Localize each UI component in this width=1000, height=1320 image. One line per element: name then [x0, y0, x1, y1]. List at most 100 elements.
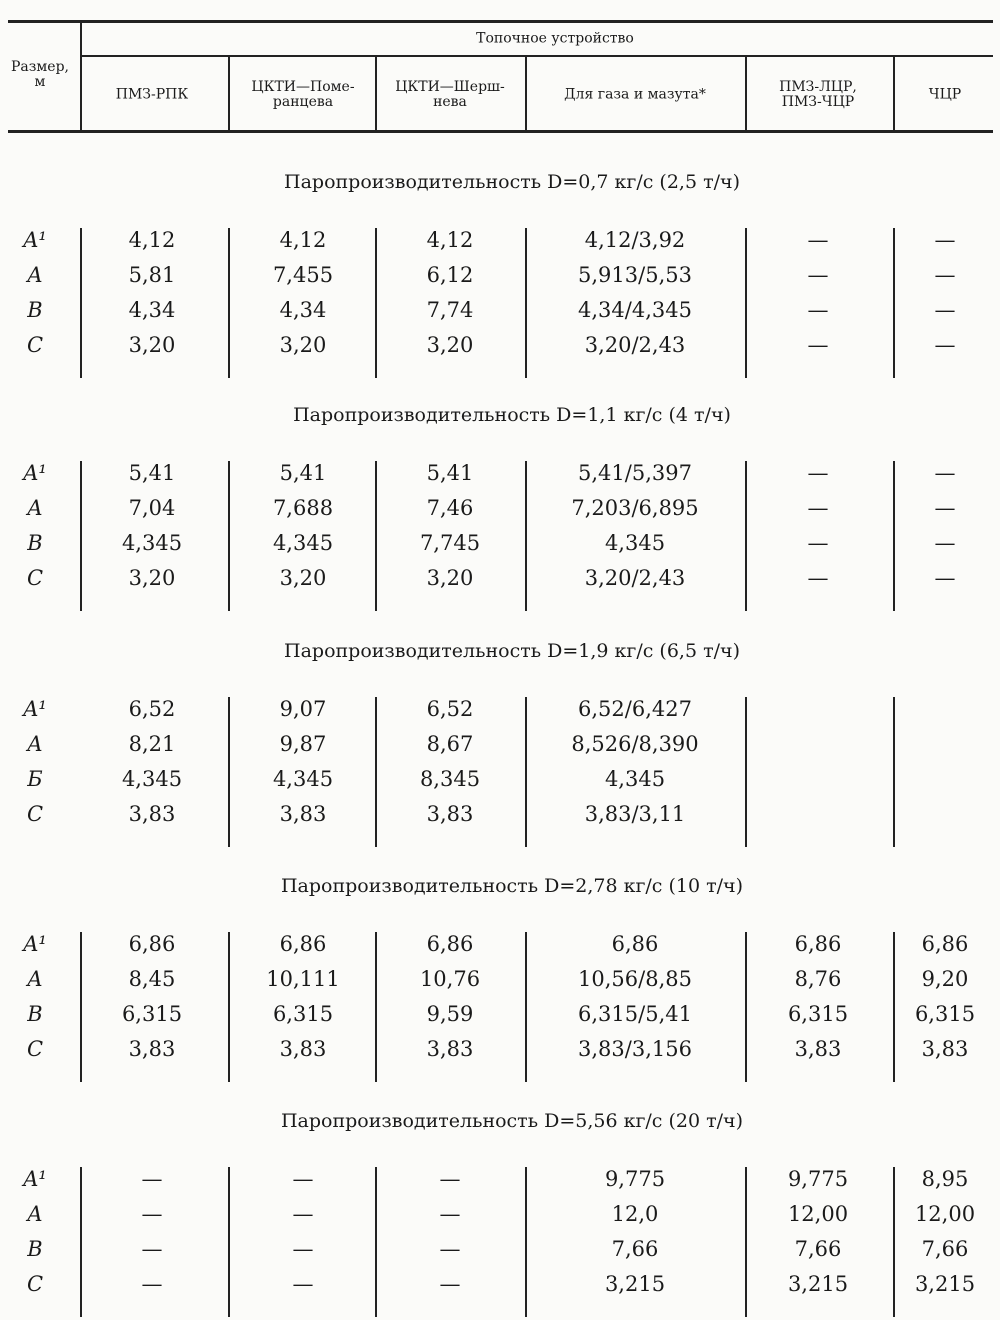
table-cell: — — [934, 228, 956, 252]
row-label: C — [26, 566, 44, 590]
table-cell: 5,41 — [128, 461, 176, 485]
table-cell: — — [292, 1167, 314, 1191]
table-cell: 6,86 — [794, 932, 842, 956]
row-label: B — [27, 298, 43, 322]
row-label: A¹ — [23, 932, 47, 956]
table-cell: — — [934, 531, 956, 555]
column-divider — [745, 697, 747, 847]
row-label: A — [27, 732, 43, 756]
section-title: Паропроизводительность D=0,7 кг/с (2,5 т… — [284, 171, 740, 193]
table-cell: 6,86 — [611, 932, 659, 956]
table-cell: 3,20 — [279, 333, 327, 357]
table-cell: 3,83/3,156 — [578, 1037, 692, 1061]
column-divider — [228, 228, 230, 378]
header-bottom-rule — [8, 130, 993, 133]
table-cell: 6,52/6,427 — [578, 697, 692, 721]
table-cell: — — [141, 1167, 163, 1191]
table-cell: — — [141, 1202, 163, 1226]
table-cell: 3,83 — [426, 802, 474, 826]
table-cell: 8,95 — [921, 1167, 969, 1191]
column-divider — [228, 461, 230, 611]
table-cell: — — [807, 531, 829, 555]
table-cell: 3,20 — [426, 566, 474, 590]
table-cell: 7,46 — [426, 496, 474, 520]
table-cell: 8,345 — [419, 767, 481, 791]
table-cell: — — [141, 1237, 163, 1261]
table-cell: — — [934, 566, 956, 590]
column-divider — [525, 1167, 527, 1317]
table-cell: 9,87 — [279, 732, 327, 756]
row-label: C — [26, 1272, 44, 1296]
table-cell: — — [292, 1237, 314, 1261]
column-divider — [745, 1167, 747, 1317]
row-label: Б — [27, 767, 43, 791]
column-divider — [525, 228, 527, 378]
column-divider — [525, 461, 527, 611]
table-cell: 4,34 — [128, 298, 176, 322]
table-cell: — — [141, 1272, 163, 1296]
table-cell: 6,315 — [787, 1002, 849, 1026]
column-divider — [893, 697, 895, 847]
header-divider — [80, 22, 82, 130]
table-cell: 5,41/5,397 — [578, 461, 692, 485]
table-cell: 4,345 — [121, 531, 183, 555]
table-cell: 5,81 — [128, 263, 176, 287]
table-cell: 4,12 — [128, 228, 176, 252]
table-cell: 3,83 — [426, 1037, 474, 1061]
table-cell: — — [439, 1272, 461, 1296]
column-divider — [228, 697, 230, 847]
size-header: Размер, м — [11, 59, 69, 90]
table-cell: 12,00 — [914, 1202, 976, 1226]
row-label: B — [27, 1237, 43, 1261]
table-cell: 4,345 — [272, 531, 334, 555]
table-cell: 4,345 — [604, 767, 666, 791]
table-cell: 8,67 — [426, 732, 474, 756]
column-divider — [525, 697, 527, 847]
row-label: A¹ — [23, 461, 47, 485]
table-cell: 3,20/2,43 — [584, 333, 686, 357]
column-divider — [80, 228, 82, 378]
column-header: ПМЗ-РПК — [115, 86, 189, 103]
table-cell: 12,0 — [611, 1202, 659, 1226]
table-cell: 3,215 — [914, 1272, 976, 1296]
column-divider — [745, 57, 747, 130]
table-cell: 3,83 — [128, 802, 176, 826]
column-divider — [745, 228, 747, 378]
table-cell: — — [439, 1202, 461, 1226]
table-cell: 3,83/3,11 — [584, 802, 686, 826]
column-divider — [80, 1167, 82, 1317]
table-cell: 7,203/6,895 — [571, 496, 699, 520]
table-cell: 6,52 — [128, 697, 176, 721]
table-cell: — — [292, 1202, 314, 1226]
table-cell: 7,66 — [921, 1237, 969, 1261]
row-label: A¹ — [23, 697, 47, 721]
row-label: A — [27, 967, 43, 991]
section-title: Паропроизводительность D=5,56 кг/с (20 т… — [280, 1110, 744, 1132]
table-cell: 6,86 — [426, 932, 474, 956]
column-divider — [228, 1167, 230, 1317]
table-cell: 4,12 — [426, 228, 474, 252]
column-divider — [745, 461, 747, 611]
column-divider — [893, 932, 895, 1082]
table-cell: 10,111 — [266, 967, 340, 991]
column-divider — [80, 461, 82, 611]
column-divider — [80, 932, 82, 1082]
table-cell: 3,215 — [787, 1272, 849, 1296]
column-divider — [375, 932, 377, 1082]
table-cell: 4,345 — [121, 767, 183, 791]
section-title: Паропроизводительность D=1,1 кг/с (4 т/ч… — [293, 404, 731, 426]
column-divider — [525, 932, 527, 1082]
row-label: A — [27, 1202, 43, 1226]
section-title: Паропроизводительность D=2,78 кг/с (10 т… — [280, 875, 744, 897]
table-cell: — — [439, 1237, 461, 1261]
table-cell: 9,775 — [787, 1167, 849, 1191]
table-cell: 3,20 — [128, 333, 176, 357]
header-rule — [82, 55, 993, 57]
table-cell: — — [934, 298, 956, 322]
table-cell: 6,315 — [914, 1002, 976, 1026]
table-cell: — — [807, 263, 829, 287]
table-cell: 6,86 — [921, 932, 969, 956]
table-cell: 8,76 — [794, 967, 842, 991]
table-cell: 6,52 — [426, 697, 474, 721]
table-cell: 3,215 — [604, 1272, 666, 1296]
